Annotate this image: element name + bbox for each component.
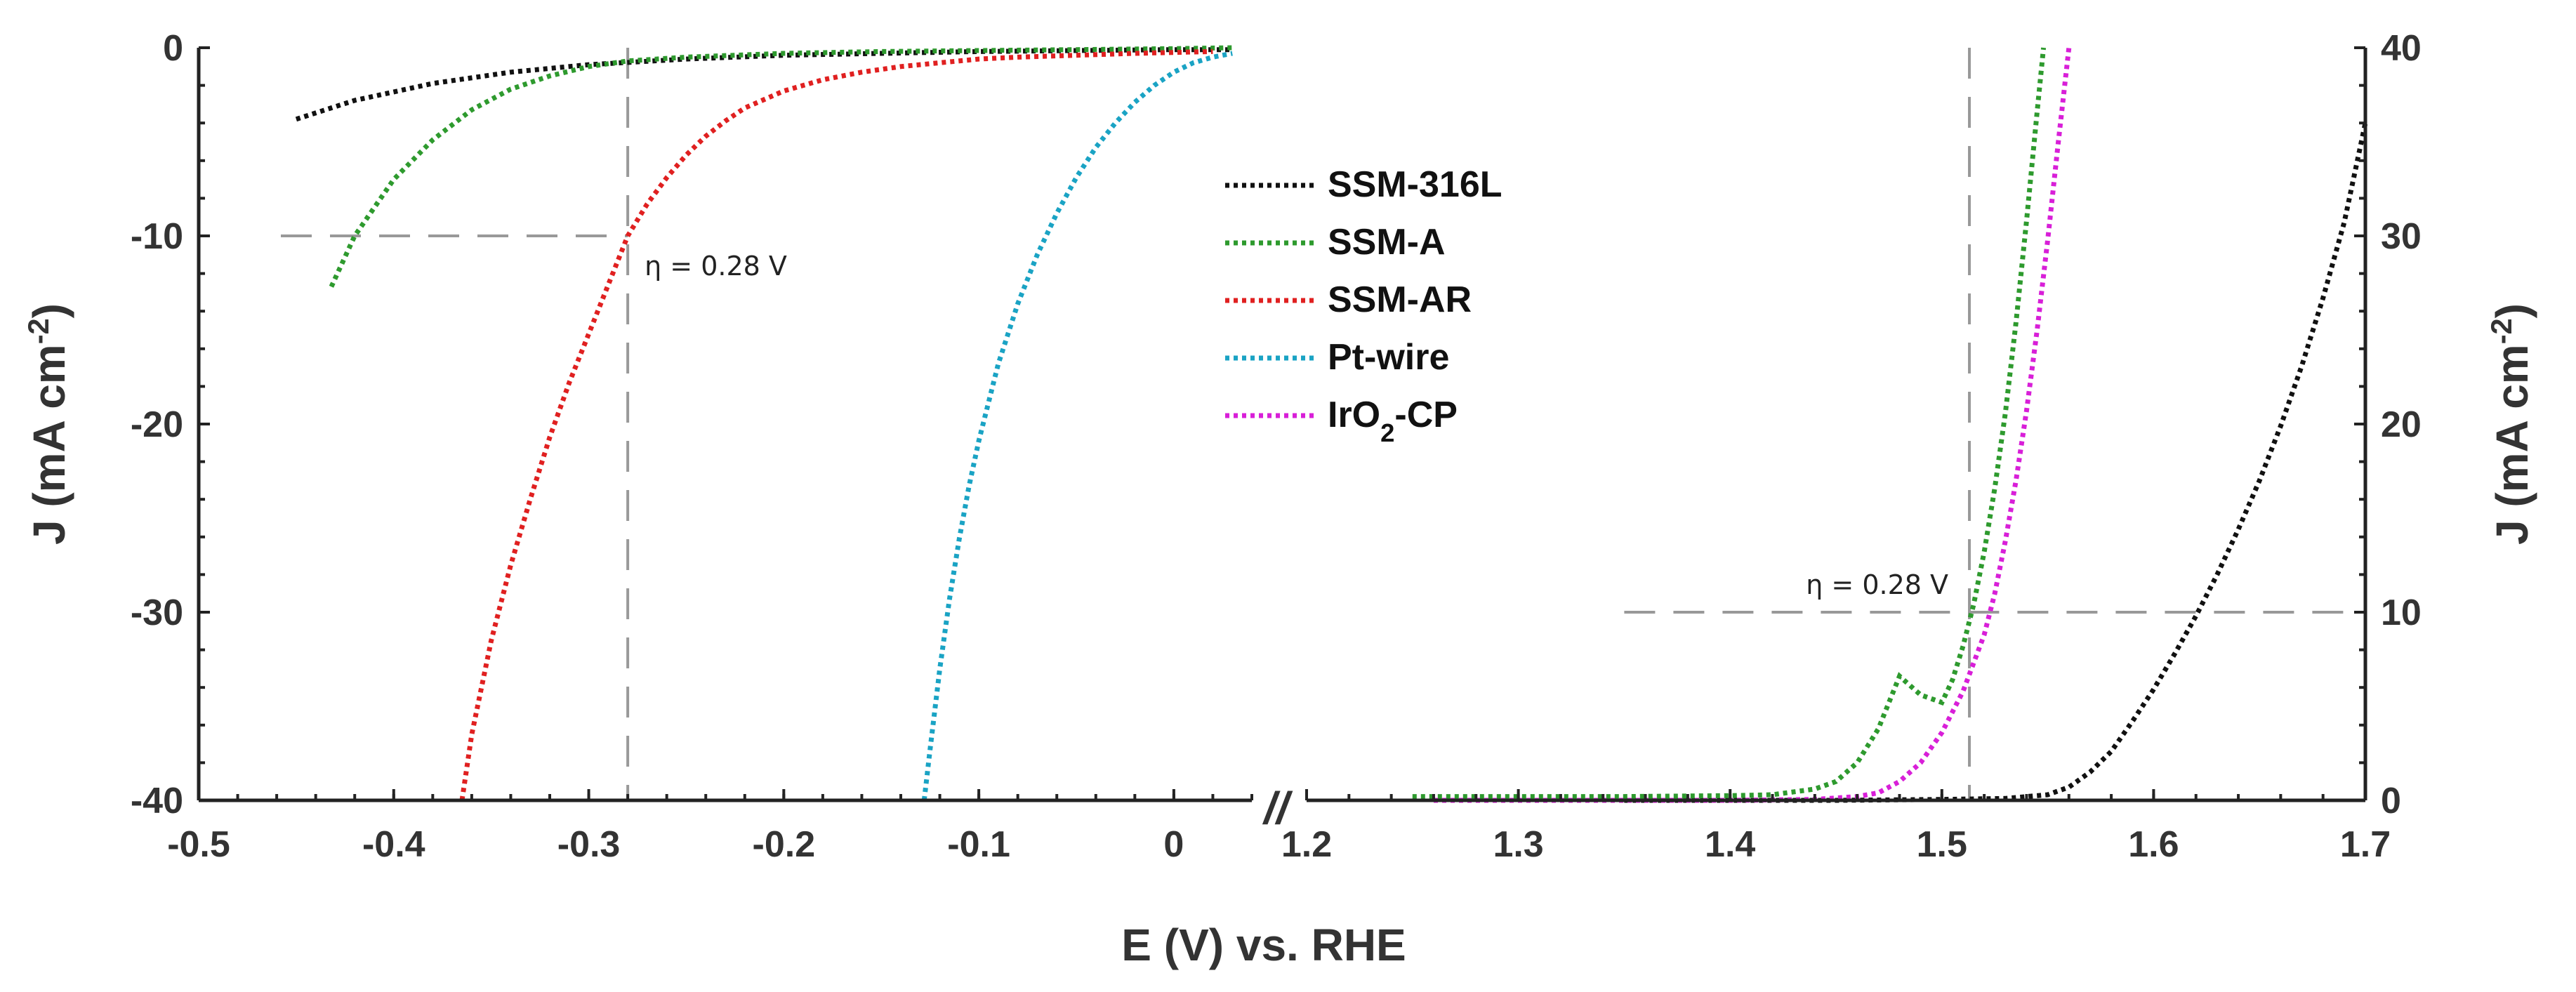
legend: SSM-316L SSM-A SSM-AR Pt-wire IrO2-CP: [1225, 164, 1502, 447]
left-x-tick-label: -0.3: [557, 824, 621, 865]
right-y-tick-label: 30: [2381, 216, 2422, 257]
series-curves: [295, 45, 2368, 803]
left-x-tick-label: -0.5: [167, 824, 230, 865]
left-x-tick-label: -0.2: [753, 824, 816, 865]
legend-label-ssm-a: SSM-A: [1328, 222, 1446, 263]
guide-lines: [281, 48, 2365, 800]
right-y-tick-label: 10: [2381, 593, 2422, 633]
axes: [197, 46, 2367, 802]
x-axis-title: E (V) vs. RHE: [1121, 920, 1406, 970]
left-y-tick-label: -40: [131, 781, 183, 821]
right-x-tick-label: 1.3: [1493, 824, 1543, 865]
right-y-tick-label: 40: [2381, 28, 2422, 69]
left-y-axis-title: J (mA cm-2): [22, 303, 75, 545]
oer-series-ssm-316l: [1624, 122, 2368, 803]
right-x-tick-label: 1.6: [2128, 824, 2179, 865]
left-x-tick-label: -0.4: [362, 824, 425, 865]
left-y-tick-label: -20: [131, 404, 183, 445]
her-series-ssm-316l: [295, 47, 1233, 122]
axis-break-marker: //: [1262, 783, 1293, 833]
axis-labels: E (V) vs. RHE // -0.5 -0.4 -0.3 -0.2 -0.1 0 1.…: [22, 28, 2538, 970]
right-y-tick-label: 20: [2381, 404, 2422, 445]
right-x-tick-label: 1.4: [1705, 824, 1755, 865]
her-series-ssm-ar: [459, 48, 1213, 801]
legend-label-iro2-cp: IrO2-CP: [1328, 395, 1458, 447]
legend-label-pt-wire: Pt-wire: [1328, 337, 1449, 378]
left-y-tick-label: -10: [131, 216, 183, 257]
oer-series-iro2-cp: [1434, 47, 2072, 803]
right-x-tick-label: 1.2: [1281, 824, 1332, 865]
left-overpotential-annotation: η = 0.28 V: [645, 251, 787, 282]
right-x-tick-label: 1.7: [2340, 824, 2391, 865]
her-series-pt-wire: [921, 51, 1233, 801]
legend-label-ssm-ar: SSM-AR: [1328, 279, 1472, 320]
legend-label-ssm-316l: SSM-316L: [1328, 164, 1502, 205]
right-x-tick-label: 1.5: [1917, 824, 1967, 865]
right-overpotential-annotation: η = 0.28 V: [1806, 569, 1948, 600]
right-y-tick-label: 0: [2381, 781, 2401, 821]
left-y-tick-label: -30: [131, 593, 183, 633]
left-x-tick-label: 0: [1163, 824, 1184, 865]
her-series-ssm-a: [329, 45, 1233, 288]
left-x-tick-label: -0.1: [947, 824, 1010, 865]
right-y-axis-title: J (mA cm-2): [2485, 303, 2538, 545]
oer-series-ssm-a: [1412, 47, 2047, 800]
left-y-tick-label: 0: [163, 28, 183, 69]
